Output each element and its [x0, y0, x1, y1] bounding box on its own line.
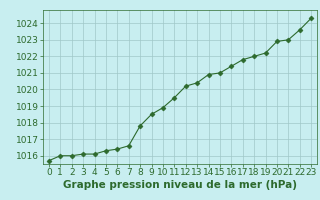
X-axis label: Graphe pression niveau de la mer (hPa): Graphe pression niveau de la mer (hPa)	[63, 180, 297, 190]
